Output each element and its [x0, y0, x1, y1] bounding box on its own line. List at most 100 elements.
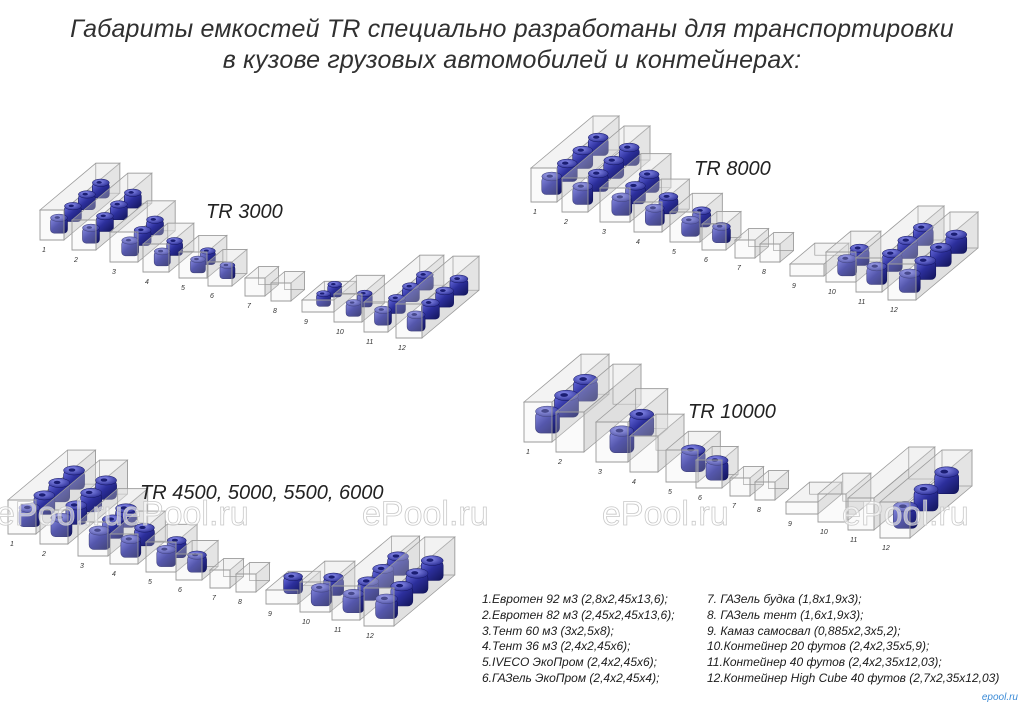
tank-lid [624, 145, 631, 149]
vehicle-number: 4 [145, 279, 149, 286]
legend-item: 2.Евротен 82 м3 (2,45x2,45x13,6); [482, 607, 675, 622]
tank-lid [940, 469, 949, 474]
container-back-face [842, 472, 872, 502]
vehicle-number: 1 [10, 541, 14, 548]
legend-item: 12.Контейнер High Cube 40 футов (2,7x2,3… [707, 670, 1000, 685]
tank-lid [663, 194, 670, 198]
vehicle-body-6: 6 [174, 539, 220, 594]
legend-item: 7. ГАЗель будка (1,8x1,9x3); [707, 592, 862, 606]
vehicle-body-10: 10 [298, 560, 356, 626]
tank-lid [426, 558, 434, 562]
container-front-face [754, 481, 776, 501]
container-front-face [555, 411, 585, 453]
watermark-layer: ePool.ru ePool.ru ePool.ru ePool.ru ePoo… [0, 495, 969, 534]
vehicle-layer: 1234567891011121234567891011121234567891… [6, 115, 980, 640]
tank-lid [362, 579, 370, 583]
vehicle-number: 3 [598, 469, 602, 476]
vehicle-body-6: 6 [700, 210, 742, 264]
vehicle-number: 9 [788, 521, 792, 528]
vehicle-body-11: 11 [362, 254, 445, 346]
vehicle-number: 7 [737, 265, 742, 272]
tank-lid [562, 161, 569, 165]
vehicle-number: 12 [890, 307, 898, 314]
container-front-face [363, 587, 395, 627]
vehicle-body-6: 6 [206, 248, 248, 300]
tank-lid [86, 226, 92, 229]
legend-item: 5.IVECO ЭкоПром (2,4x2,45x6); [482, 655, 657, 670]
tank-lid [53, 480, 61, 485]
headline-line-2: в кузове грузовых автомобилей и контейне… [222, 46, 802, 74]
container-front-face [363, 301, 389, 333]
container-front-face [530, 167, 558, 203]
vehicle-number: 3 [602, 229, 606, 236]
tank-lid [288, 574, 295, 578]
tank-lid [223, 263, 229, 267]
tank-lid [328, 575, 335, 579]
group-label-tr3000: TR 3000 [206, 201, 283, 223]
tank-lid [615, 428, 624, 433]
vehicle-body-12: 12 [886, 211, 980, 314]
vehicle-body-2: 2 [560, 125, 652, 226]
vehicle-number: 2 [557, 459, 562, 466]
legend-item: 3.Тент 60 м3 (3x2,5x8); [482, 623, 614, 638]
vehicle-body-9: 9 [788, 242, 850, 290]
tank-lid [68, 468, 76, 472]
legend-item: 4.Тент 36 м3 (2,4x2,45x6); [482, 639, 631, 654]
legend-item: 8. ГАЗель тент (1,6x1,9x3); [707, 607, 864, 622]
watermark-text: ePool.ru [122, 495, 249, 533]
vehicle-number: 1 [526, 449, 530, 456]
container-front-face [109, 231, 139, 263]
tank-lid [158, 249, 164, 253]
container-front-face [145, 541, 177, 573]
vehicle-number: 3 [80, 563, 84, 570]
container-front-face [523, 401, 553, 443]
vehicle-body-3: 3 [594, 387, 669, 476]
watermark-text: ePool.ru [602, 495, 729, 533]
tank-lid [630, 183, 637, 188]
container-front-face [333, 293, 363, 323]
tank-lid [411, 571, 419, 575]
vehicle-body-8: 8 [753, 469, 790, 514]
tank-lid [120, 506, 128, 510]
tank-lid [194, 257, 199, 261]
container-front-face [39, 509, 69, 545]
tank-lid [904, 271, 912, 275]
vehicle-number: 8 [238, 599, 242, 606]
tank-lid [150, 218, 157, 221]
vehicle-body-5: 5 [144, 523, 199, 586]
tank-lid [38, 493, 46, 497]
container-front-face [879, 501, 911, 539]
headline-line-1: Габариты емкостей TR специально разработ… [70, 15, 954, 43]
container-back-face [284, 271, 305, 290]
tank-lid [125, 238, 132, 242]
tank-lid [171, 538, 178, 542]
tank-lid [161, 547, 168, 551]
vehicle-number: 6 [210, 293, 214, 300]
tank-lid [170, 239, 176, 242]
vehicle-body-8: 8 [269, 270, 306, 315]
vehicle-body-4: 4 [141, 222, 195, 286]
tank-lid [94, 528, 101, 532]
tank-lid [68, 204, 74, 208]
vehicle-body-12: 12 [394, 255, 481, 352]
tank-lid [649, 206, 656, 210]
vehicle-number: 5 [672, 249, 676, 256]
watermark-text: ePool.ru [842, 495, 969, 533]
tank-lid [107, 517, 115, 521]
tank-lid [643, 172, 651, 176]
tank-lid [579, 377, 587, 381]
tank-lid [454, 277, 460, 281]
vehicle-number: 5 [181, 285, 185, 292]
tank-lid [439, 289, 446, 292]
vehicle-number: 6 [704, 257, 708, 264]
tank-lid [100, 478, 108, 482]
vehicle-body-11: 11 [846, 446, 936, 544]
vehicle-body-1: 1 [6, 449, 97, 548]
container-back-face [249, 562, 270, 581]
legend-item: 1.Евротен 92 м3 (2,8x2,45x13,6); [482, 592, 668, 606]
tank-lid [378, 308, 384, 311]
tank-lid [935, 245, 943, 249]
tank-lid [902, 238, 909, 242]
container-front-face [39, 209, 65, 241]
